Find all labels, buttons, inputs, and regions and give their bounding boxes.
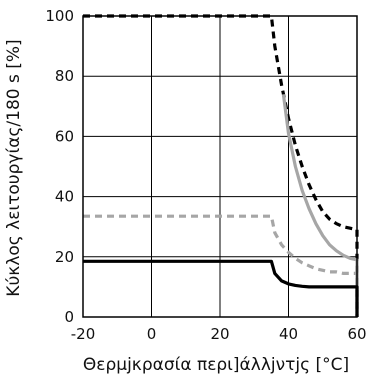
x-tick-label: 0 [147,325,157,343]
grid [82,15,358,318]
series-line-black-dashed [83,14,359,317]
series-line-black-solid [83,259,359,317]
x-tick-label: 20 [210,325,229,343]
series-layer [83,14,359,317]
series-line-gray-dashed [83,214,359,317]
y-tick-label: 100 [45,7,74,25]
x-tick-label: 40 [279,325,298,343]
series-line-gray-solid [281,94,359,317]
x-axis-label: Θερμjκρασία περι]άλλjντjς [°C] [83,355,349,375]
y-tick-label: 0 [64,308,74,326]
y-tick-label: 80 [55,67,74,85]
x-tick-label: -20 [71,325,96,343]
y-tick-label: 20 [55,248,74,266]
y-axis-label: Κύκλος λειτουργίας/180 s [%] [4,39,24,296]
x-tick-label: 60 [347,325,366,343]
y-tick-label: 40 [55,188,74,206]
y-tick-label: 60 [55,127,74,145]
plot-frame [82,15,358,318]
